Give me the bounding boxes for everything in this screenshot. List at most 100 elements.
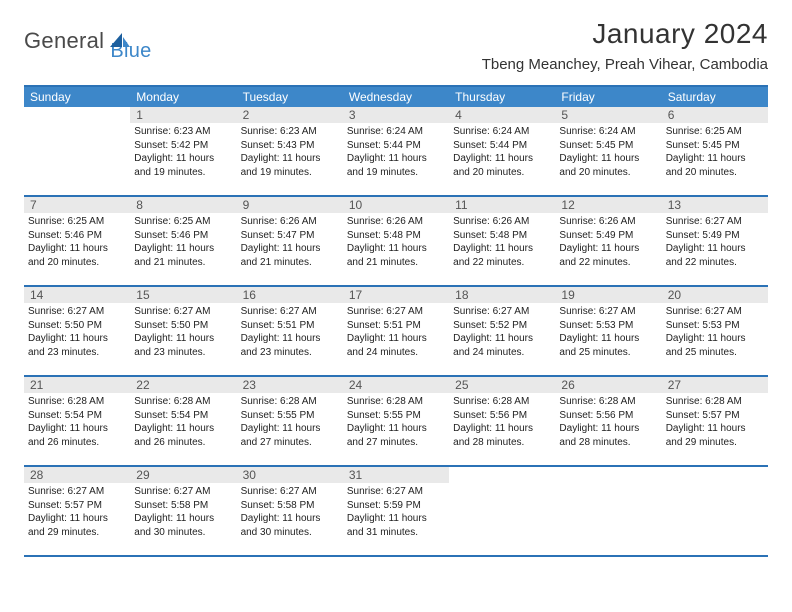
day-number: 30 bbox=[237, 467, 343, 483]
day-number: 8 bbox=[130, 197, 236, 213]
day-number: 29 bbox=[130, 467, 236, 483]
sunrise-text: Sunrise: 6:28 AM bbox=[666, 395, 764, 409]
logo: General Blue bbox=[24, 18, 152, 63]
sunset-text: Sunset: 5:55 PM bbox=[347, 409, 445, 423]
day-number: 13 bbox=[662, 197, 768, 213]
sunset-text: Sunset: 5:49 PM bbox=[666, 229, 764, 243]
day-info: Sunrise: 6:24 AMSunset: 5:44 PMDaylight:… bbox=[453, 125, 551, 179]
day-info: Sunrise: 6:25 AMSunset: 5:45 PMDaylight:… bbox=[666, 125, 764, 179]
sunrise-text: Sunrise: 6:24 AM bbox=[453, 125, 551, 139]
sunset-text: Sunset: 5:44 PM bbox=[453, 139, 551, 153]
sunset-text: Sunset: 5:50 PM bbox=[134, 319, 232, 333]
sunset-text: Sunset: 5:53 PM bbox=[559, 319, 657, 333]
day-info: Sunrise: 6:23 AMSunset: 5:42 PMDaylight:… bbox=[134, 125, 232, 179]
day-cell: 24 Sunrise: 6:28 AMSunset: 5:55 PMDayligh… bbox=[343, 377, 449, 465]
day-cell: 31Sunrise: 6:27 AMSunset: 5:59 PMDayligh… bbox=[343, 467, 449, 555]
week-row: 7Sunrise: 6:25 AMSunset: 5:46 PMDaylight… bbox=[24, 197, 768, 287]
location-text: Tbeng Meanchey, Preah Vihear, Cambodia bbox=[482, 56, 768, 73]
sunrise-text: Sunrise: 6:24 AM bbox=[559, 125, 657, 139]
sunset-text: Sunset: 5:52 PM bbox=[453, 319, 551, 333]
day-header-sun: Sunday bbox=[24, 87, 130, 107]
day-info: Sunrise: 6:28 AMSunset: 5:54 PMDaylight:… bbox=[134, 395, 232, 449]
sunrise-text: Sunrise: 6:27 AM bbox=[347, 305, 445, 319]
day-cell: 23Sunrise: 6:28 AMSunset: 5:55 PMDayligh… bbox=[237, 377, 343, 465]
daylight-text: Daylight: 11 hours and 30 minutes. bbox=[241, 512, 339, 539]
sunrise-text: Sunrise: 6:26 AM bbox=[347, 215, 445, 229]
sunset-text: Sunset: 5:54 PM bbox=[28, 409, 126, 423]
day-cell: 1Sunrise: 6:23 AMSunset: 5:42 PMDaylight… bbox=[130, 107, 236, 195]
day-number: 11 bbox=[449, 197, 555, 213]
day-info: Sunrise: 6:27 AMSunset: 5:59 PMDaylight:… bbox=[347, 485, 445, 539]
sunset-text: Sunset: 5:50 PM bbox=[28, 319, 126, 333]
day-cell: 13 Sunrise: 6:27 AMSunset: 5:49 PMDayligh… bbox=[662, 197, 768, 285]
empty-day bbox=[662, 467, 768, 483]
sunset-text: Sunset: 5:53 PM bbox=[666, 319, 764, 333]
sunrise-text: Sunrise: 6:27 AM bbox=[134, 485, 232, 499]
day-info: Sunrise: 6:25 AMSunset: 5:46 PMDaylight:… bbox=[134, 215, 232, 269]
sunrise-text: Sunrise: 6:23 AM bbox=[134, 125, 232, 139]
empty-day bbox=[555, 467, 661, 483]
sunset-text: Sunset: 5:51 PM bbox=[241, 319, 339, 333]
sunrise-text: Sunrise: 6:26 AM bbox=[453, 215, 551, 229]
day-header-fri: Friday bbox=[555, 87, 661, 107]
daylight-text: Daylight: 11 hours and 26 minutes. bbox=[134, 422, 232, 449]
day-number: 23 bbox=[237, 377, 343, 393]
daylight-text: Daylight: 11 hours and 29 minutes. bbox=[666, 422, 764, 449]
daylight-text: Daylight: 11 hours and 30 minutes. bbox=[134, 512, 232, 539]
day-number: 2 bbox=[237, 107, 343, 123]
sunrise-text: Sunrise: 6:27 AM bbox=[134, 305, 232, 319]
day-cell: 25Sunrise: 6:28 AMSunset: 5:56 PMDayligh… bbox=[449, 377, 555, 465]
day-number: 27 bbox=[662, 377, 768, 393]
month-title: January 2024 bbox=[482, 18, 768, 50]
day-header-mon: Monday bbox=[130, 87, 236, 107]
day-cell: 28Sunrise: 6:27 AMSunset: 5:57 PMDayligh… bbox=[24, 467, 130, 555]
daylight-text: Daylight: 11 hours and 19 minutes. bbox=[241, 152, 339, 179]
sunrise-text: Sunrise: 6:28 AM bbox=[347, 395, 445, 409]
day-info: Sunrise: 6:28 AMSunset: 5:57 PMDaylight:… bbox=[666, 395, 764, 449]
day-info: Sunrise: 6:27 AMSunset: 5:51 PMDaylight:… bbox=[347, 305, 445, 359]
day-number: 21 bbox=[24, 377, 130, 393]
day-number: 15 bbox=[130, 287, 236, 303]
daylight-text: Daylight: 11 hours and 27 minutes. bbox=[241, 422, 339, 449]
sunrise-text: Sunrise: 6:27 AM bbox=[666, 215, 764, 229]
sunset-text: Sunset: 5:47 PM bbox=[241, 229, 339, 243]
week-row: 28Sunrise: 6:27 AMSunset: 5:57 PMDayligh… bbox=[24, 467, 768, 557]
day-cell: 3 Sunrise: 6:24 AMSunset: 5:44 PMDaylight… bbox=[343, 107, 449, 195]
sunset-text: Sunset: 5:57 PM bbox=[28, 499, 126, 513]
empty-day bbox=[449, 467, 555, 483]
day-number: 5 bbox=[555, 107, 661, 123]
sunset-text: Sunset: 5:49 PM bbox=[559, 229, 657, 243]
calendar-grid: Sunday Monday Tuesday Wednesday Thursday… bbox=[24, 85, 768, 557]
day-info: Sunrise: 6:27 AMSunset: 5:51 PMDaylight:… bbox=[241, 305, 339, 359]
day-number: 4 bbox=[449, 107, 555, 123]
day-number: 17 bbox=[343, 287, 449, 303]
day-header-wed: Wednesday bbox=[343, 87, 449, 107]
day-number: 24 bbox=[343, 377, 449, 393]
day-info: Sunrise: 6:27 AMSunset: 5:49 PMDaylight:… bbox=[666, 215, 764, 269]
day-cell: 16Sunrise: 6:27 AMSunset: 5:51 PMDayligh… bbox=[237, 287, 343, 375]
daylight-text: Daylight: 11 hours and 22 minutes. bbox=[559, 242, 657, 269]
day-info: Sunrise: 6:26 AMSunset: 5:49 PMDaylight:… bbox=[559, 215, 657, 269]
sunset-text: Sunset: 5:56 PM bbox=[453, 409, 551, 423]
sunrise-text: Sunrise: 6:25 AM bbox=[666, 125, 764, 139]
day-info: Sunrise: 6:24 AMSunset: 5:44 PMDaylight:… bbox=[347, 125, 445, 179]
day-number: 3 bbox=[343, 107, 449, 123]
day-header-sat: Saturday bbox=[662, 87, 768, 107]
day-number: 7 bbox=[24, 197, 130, 213]
week-row: 1Sunrise: 6:23 AMSunset: 5:42 PMDaylight… bbox=[24, 107, 768, 197]
day-cell: 8 Sunrise: 6:25 AMSunset: 5:46 PMDaylight… bbox=[130, 197, 236, 285]
daylight-text: Daylight: 11 hours and 28 minutes. bbox=[559, 422, 657, 449]
sunset-text: Sunset: 5:46 PM bbox=[28, 229, 126, 243]
sunrise-text: Sunrise: 6:26 AM bbox=[559, 215, 657, 229]
sunrise-text: Sunrise: 6:28 AM bbox=[559, 395, 657, 409]
day-number: 18 bbox=[449, 287, 555, 303]
daylight-text: Daylight: 11 hours and 27 minutes. bbox=[347, 422, 445, 449]
day-cell: 26Sunrise: 6:28 AMSunset: 5:56 PMDayligh… bbox=[555, 377, 661, 465]
day-cell: 9Sunrise: 6:26 AMSunset: 5:47 PMDaylight… bbox=[237, 197, 343, 285]
day-cell: 30Sunrise: 6:27 AMSunset: 5:58 PMDayligh… bbox=[237, 467, 343, 555]
sunset-text: Sunset: 5:45 PM bbox=[559, 139, 657, 153]
sunset-text: Sunset: 5:54 PM bbox=[134, 409, 232, 423]
sunset-text: Sunset: 5:56 PM bbox=[559, 409, 657, 423]
day-info: Sunrise: 6:27 AMSunset: 5:53 PMDaylight:… bbox=[666, 305, 764, 359]
day-info: Sunrise: 6:25 AMSunset: 5:46 PMDaylight:… bbox=[28, 215, 126, 269]
